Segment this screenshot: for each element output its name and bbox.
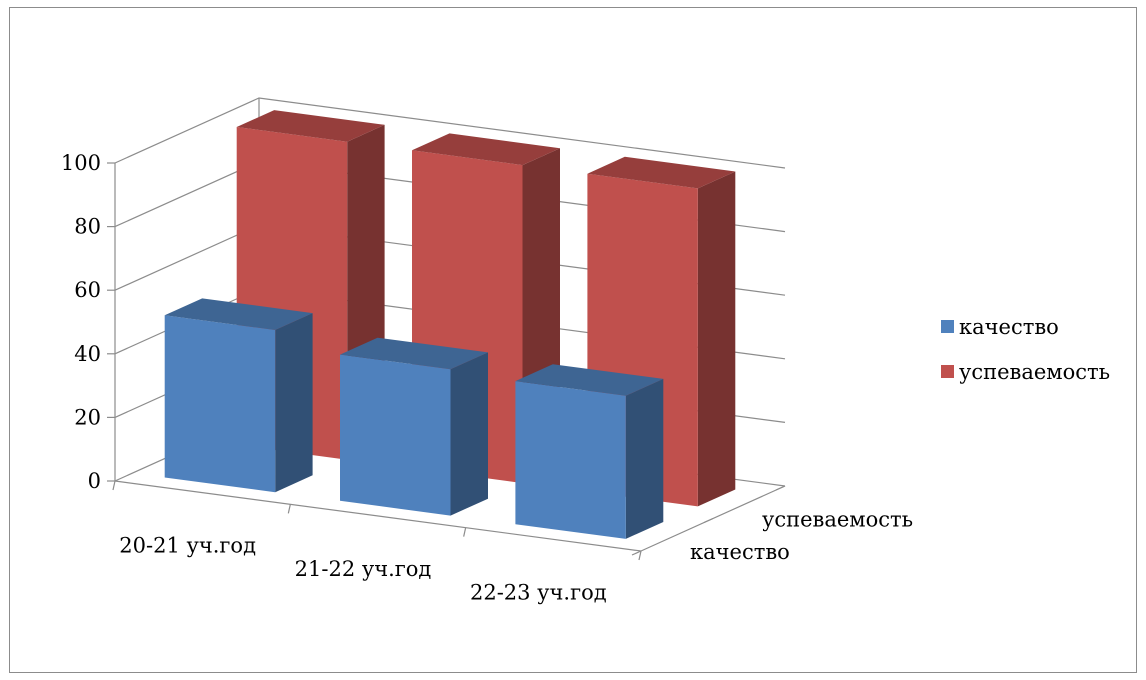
depth-axis-labels: успеваемость качество — [690, 507, 913, 564]
legend-swatch — [941, 365, 954, 378]
y-axis-tick-labels: 0 20 40 60 80 100 — [61, 151, 101, 493]
depth-tick — [775, 485, 786, 491]
bar-side — [697, 171, 736, 507]
y-tick-label: 100 — [61, 151, 101, 175]
legend-label: успеваемость — [959, 360, 1110, 384]
y-tick-label: 40 — [74, 342, 101, 366]
y-tick-label: 20 — [74, 405, 101, 429]
chart-bars — [164, 110, 736, 539]
depth-tick — [703, 517, 714, 524]
bar-side — [450, 352, 488, 516]
bar-front — [164, 315, 276, 493]
depth-label: успеваемость — [762, 507, 913, 531]
legend-label: качество — [959, 315, 1059, 339]
category-labels: 20-21 уч.год 21-22 уч.год 22-23 уч.год — [119, 534, 606, 605]
bar-side — [625, 378, 664, 539]
bar-качество-1 — [164, 298, 313, 493]
category-label: 22-23 уч.год — [470, 580, 607, 604]
legend-swatch — [941, 320, 954, 333]
bar-front — [340, 354, 451, 516]
depth-tick — [631, 550, 642, 556]
y-tick-label: 60 — [74, 278, 101, 302]
y-tick-label: 0 — [88, 469, 101, 493]
bar-top — [164, 298, 313, 330]
y-tick-label: 80 — [74, 215, 101, 239]
bar-top — [236, 110, 385, 142]
bar-front — [515, 381, 626, 539]
legend: качество успеваемость — [941, 315, 1110, 384]
bar-top — [515, 364, 664, 396]
bar-top — [412, 133, 560, 166]
x-tick — [287, 504, 291, 514]
category-label: 21-22 уч.год — [295, 557, 432, 581]
x-tick — [638, 550, 642, 561]
bar-top — [587, 156, 736, 189]
bar-качество-2 — [340, 337, 488, 516]
chart-canvas: 0 20 40 60 80 100 20-21 уч.год 21-22 уч.год 22-… — [61, 97, 1110, 605]
bar-top — [340, 337, 488, 370]
category-label: 20-21 уч.год — [119, 534, 256, 558]
chart-frame: 0 20 40 60 80 100 20-21 уч.год 21-22 уч.год 22-… — [9, 7, 1137, 673]
bar-side — [275, 313, 313, 493]
axis-line — [114, 480, 642, 552]
x-tick — [463, 527, 467, 537]
bar-качество-3 — [515, 364, 664, 539]
x-tick — [112, 480, 116, 491]
depth-label: качество — [690, 540, 790, 564]
